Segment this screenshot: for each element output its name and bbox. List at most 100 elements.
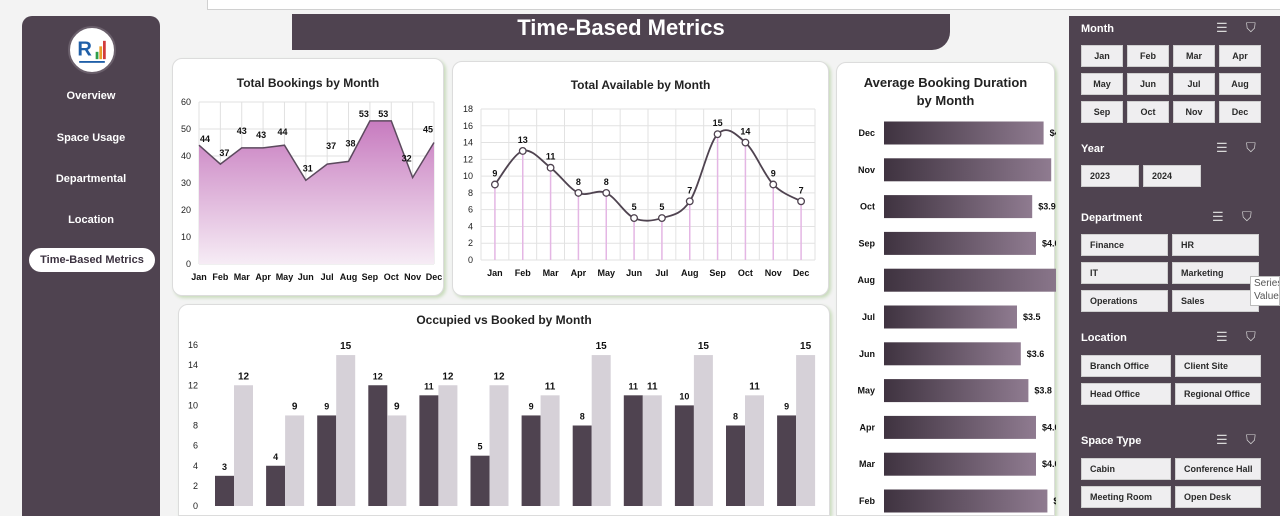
y-tick-label: 12	[188, 380, 198, 390]
data-label: 9	[771, 169, 776, 179]
data-label: 32	[402, 154, 412, 164]
data-label: 11	[545, 381, 556, 392]
multi-select-icon[interactable]: ☰	[1216, 20, 1228, 35]
slicer-location-head-office[interactable]: Head Office	[1081, 383, 1171, 405]
data-label: 12	[493, 371, 505, 382]
nav-overview[interactable]: Overview	[66, 90, 116, 102]
slicer-location-regional-office[interactable]: Regional Office	[1175, 383, 1261, 405]
occupied-bar	[215, 475, 234, 506]
duration-bar	[884, 379, 1029, 403]
data-label: 14	[740, 127, 750, 137]
slicer-year-2023[interactable]: 2023	[1081, 165, 1139, 187]
multi-select-icon[interactable]: ☰	[1216, 140, 1228, 155]
slicer-location-title: Location	[1081, 332, 1127, 344]
slicer-space-type-title: Space Type	[1081, 435, 1142, 447]
data-label: 5	[632, 202, 637, 212]
x-tick-label: Jul	[655, 268, 668, 278]
slicer-month-title: Month	[1081, 23, 1114, 35]
clear-filter-icon[interactable]: ⛉	[1246, 432, 1256, 447]
occupied-bar	[317, 415, 337, 506]
slicer-department-finance[interactable]: Finance	[1081, 234, 1168, 256]
available-chart-title: Total Available by Month	[570, 78, 711, 92]
nav-departmental[interactable]: Departmental	[55, 173, 127, 185]
data-label: 5	[659, 202, 664, 212]
data-label: 8	[576, 177, 581, 187]
slicer-month-apr[interactable]: Apr	[1219, 45, 1261, 67]
data-label: 44	[200, 134, 210, 144]
y-tick-label: Sep	[858, 238, 875, 248]
booked-bar	[489, 385, 509, 506]
x-tick-label: Mar	[543, 268, 560, 278]
slicer-month-nov[interactable]: Nov	[1173, 101, 1215, 123]
slicer-month-jun[interactable]: Jun	[1127, 73, 1169, 95]
slicer-location-client-site[interactable]: Client Site	[1175, 355, 1261, 377]
nav-location[interactable]: Location	[68, 214, 114, 226]
y-tick-label: 30	[181, 178, 191, 188]
occupied-bar	[266, 465, 286, 506]
slicer-month-oct[interactable]: Oct	[1127, 101, 1169, 123]
booked-bar	[234, 385, 253, 506]
multi-select-icon[interactable]: ☰	[1216, 329, 1228, 344]
duration-bar	[884, 195, 1033, 219]
x-tick-label: Aug	[681, 268, 699, 278]
y-tick-label: 14	[463, 138, 473, 148]
slicer-month-jan[interactable]: Jan	[1081, 45, 1123, 67]
y-tick-label: 8	[193, 421, 198, 431]
data-label: $4.3	[1053, 496, 1056, 506]
slicer-month-feb[interactable]: Feb	[1127, 45, 1169, 67]
slicer-year-2024[interactable]: 2024	[1143, 165, 1201, 187]
booked-bar	[540, 395, 560, 506]
x-tick-label: Oct	[384, 272, 399, 282]
slicer-space-type-open-desk[interactable]: Open Desk	[1175, 486, 1261, 508]
tooltip-series: Series	[1254, 278, 1280, 289]
data-label: $3.6	[1027, 349, 1045, 359]
y-tick-label: 2	[468, 238, 473, 248]
nav-space-usage[interactable]: Space Usage	[56, 132, 126, 144]
y-tick-label: 2	[193, 481, 198, 491]
slicer-month-may[interactable]: May	[1081, 73, 1123, 95]
line-marker	[769, 180, 778, 189]
slicer-space-type-meeting-room[interactable]: Meeting Room	[1081, 486, 1171, 508]
y-tick-label: 20	[181, 205, 191, 215]
slicer-month-dec[interactable]: Dec	[1219, 101, 1261, 123]
slicer-month-aug[interactable]: Aug	[1219, 73, 1261, 95]
clear-filter-icon[interactable]: ⛉	[1242, 209, 1252, 224]
page-title: Time-Based Metrics	[292, 14, 950, 50]
multi-select-icon[interactable]: ☰	[1212, 209, 1224, 224]
slicer-month-mar[interactable]: Mar	[1173, 45, 1215, 67]
x-tick-label: Jun	[626, 268, 642, 278]
nav-time-based-metrics[interactable]: Time-Based Metrics	[29, 248, 155, 272]
y-tick-label: 40	[181, 151, 191, 161]
y-tick-label: Apr	[860, 422, 876, 432]
slicer-department-sales[interactable]: Sales	[1172, 290, 1259, 312]
clear-filter-icon[interactable]: ⛉	[1246, 140, 1256, 155]
slicer-department-operations[interactable]: Operations	[1081, 290, 1168, 312]
data-label: $4.0	[1042, 238, 1056, 248]
slicer-space-type-cabin[interactable]: Cabin	[1081, 458, 1171, 480]
data-label: 8	[604, 177, 609, 187]
slicer-department-marketing[interactable]: Marketing	[1172, 262, 1259, 284]
formula-bar[interactable]	[207, 0, 1280, 10]
clear-filter-icon[interactable]: ⛉	[1246, 329, 1256, 344]
slicer-space-type-conference-hall[interactable]: Conference Hall	[1175, 458, 1261, 480]
y-tick-label: 10	[181, 232, 191, 242]
x-tick-label: Mar	[234, 272, 251, 282]
bookings-area-chart: 0 10 20 30 40 50 60 44 37 43 43 44 31 37 38 53 53 32 45 Jan…	[181, 97, 442, 282]
data-label: 9	[529, 401, 534, 411]
slicer-department-it[interactable]: IT	[1081, 262, 1168, 284]
duration-bar	[884, 415, 1036, 439]
slicer-month-jul[interactable]: Jul	[1173, 73, 1215, 95]
occupied-bar	[623, 395, 643, 506]
slicer-location-branch-office[interactable]: Branch Office	[1081, 355, 1171, 377]
data-label: 37	[219, 148, 229, 158]
available-line-chart: 0 2 4 6 8 10 12 14 16 18 9 13 11 8 8 5 5 7 15 14 9 7 Jan Feb Mar…	[463, 104, 816, 278]
y-tick-label: 50	[181, 124, 191, 134]
booked-bar	[285, 415, 305, 506]
clear-filter-icon[interactable]: ⛉	[1246, 20, 1256, 35]
occupied-bar	[368, 385, 388, 506]
line-marker	[490, 180, 499, 189]
slicer-department-hr[interactable]: HR	[1172, 234, 1259, 256]
data-label: 15	[800, 341, 812, 352]
multi-select-icon[interactable]: ☰	[1216, 432, 1228, 447]
slicer-month-sep[interactable]: Sep	[1081, 101, 1123, 123]
